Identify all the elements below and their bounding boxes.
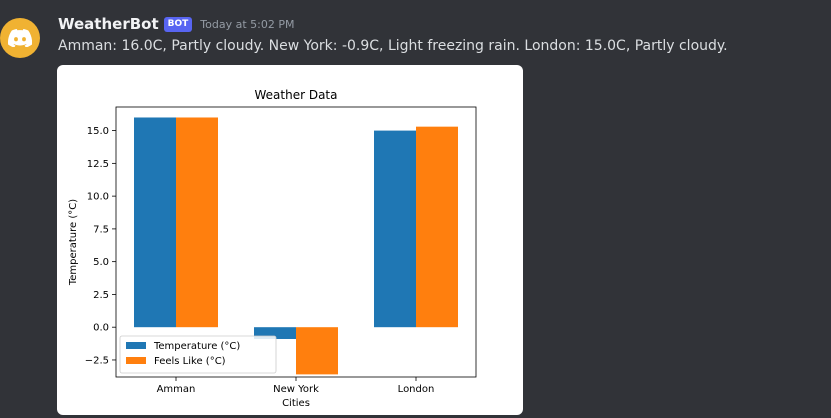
legend-swatch <box>126 342 146 349</box>
legend-box <box>119 335 277 374</box>
chart-image-attachment[interactable]: Amman New York London −2.5 0.0 2.5 5.0 7.5 10.0 1… <box>57 65 523 415</box>
y-tick-label: 2.5 <box>93 290 109 301</box>
bar-new-york-feels-like <box>296 327 338 375</box>
legend-swatch <box>126 357 146 364</box>
bar-amman-feels-like <box>176 117 218 328</box>
y-tick-label: 10.0 <box>87 192 109 203</box>
y-tick-label: 5.0 <box>93 257 109 268</box>
x-tick-label: Amman <box>157 384 196 395</box>
legend-label: Feels Like (°C) <box>154 356 226 367</box>
discord-logo-icon <box>8 29 32 47</box>
weather-bar-chart: Amman New York London −2.5 0.0 2.5 5.0 7.5 10.0 1… <box>68 88 477 409</box>
timestamp[interactable]: Today at 5:02 PM <box>200 17 295 31</box>
x-tick-label: New York <box>273 384 319 395</box>
y-tick-label: 12.5 <box>87 159 109 170</box>
plot-frame <box>115 106 477 378</box>
y-axis-label: Temperature (°C) <box>68 199 79 286</box>
bar-london-feels-like <box>416 126 458 328</box>
bar-amman-temperature <box>134 117 176 328</box>
username[interactable]: WeatherBot <box>58 15 159 33</box>
y-tick-label: 0.0 <box>93 323 109 334</box>
chart-title: Weather Data <box>255 88 338 102</box>
x-tick-label: London <box>398 384 435 395</box>
message-content: Amman: 16.0C, Partly cloudy. New York: -… <box>58 38 728 54</box>
bar-new-york-temperature <box>254 327 296 339</box>
bot-badge: BOT <box>163 16 193 32</box>
avatar[interactable] <box>0 18 40 58</box>
legend-label: Temperature (°C) <box>153 341 240 352</box>
y-tick-label: 15.0 <box>87 126 109 137</box>
y-tick-label: −2.5 <box>85 355 109 366</box>
message-header: WeatherBot BOT Today at 5:02 PM <box>58 15 294 33</box>
y-tick-label: 7.5 <box>93 224 109 235</box>
bar-london-temperature <box>374 130 416 328</box>
x-axis-label: Cities <box>282 398 310 409</box>
